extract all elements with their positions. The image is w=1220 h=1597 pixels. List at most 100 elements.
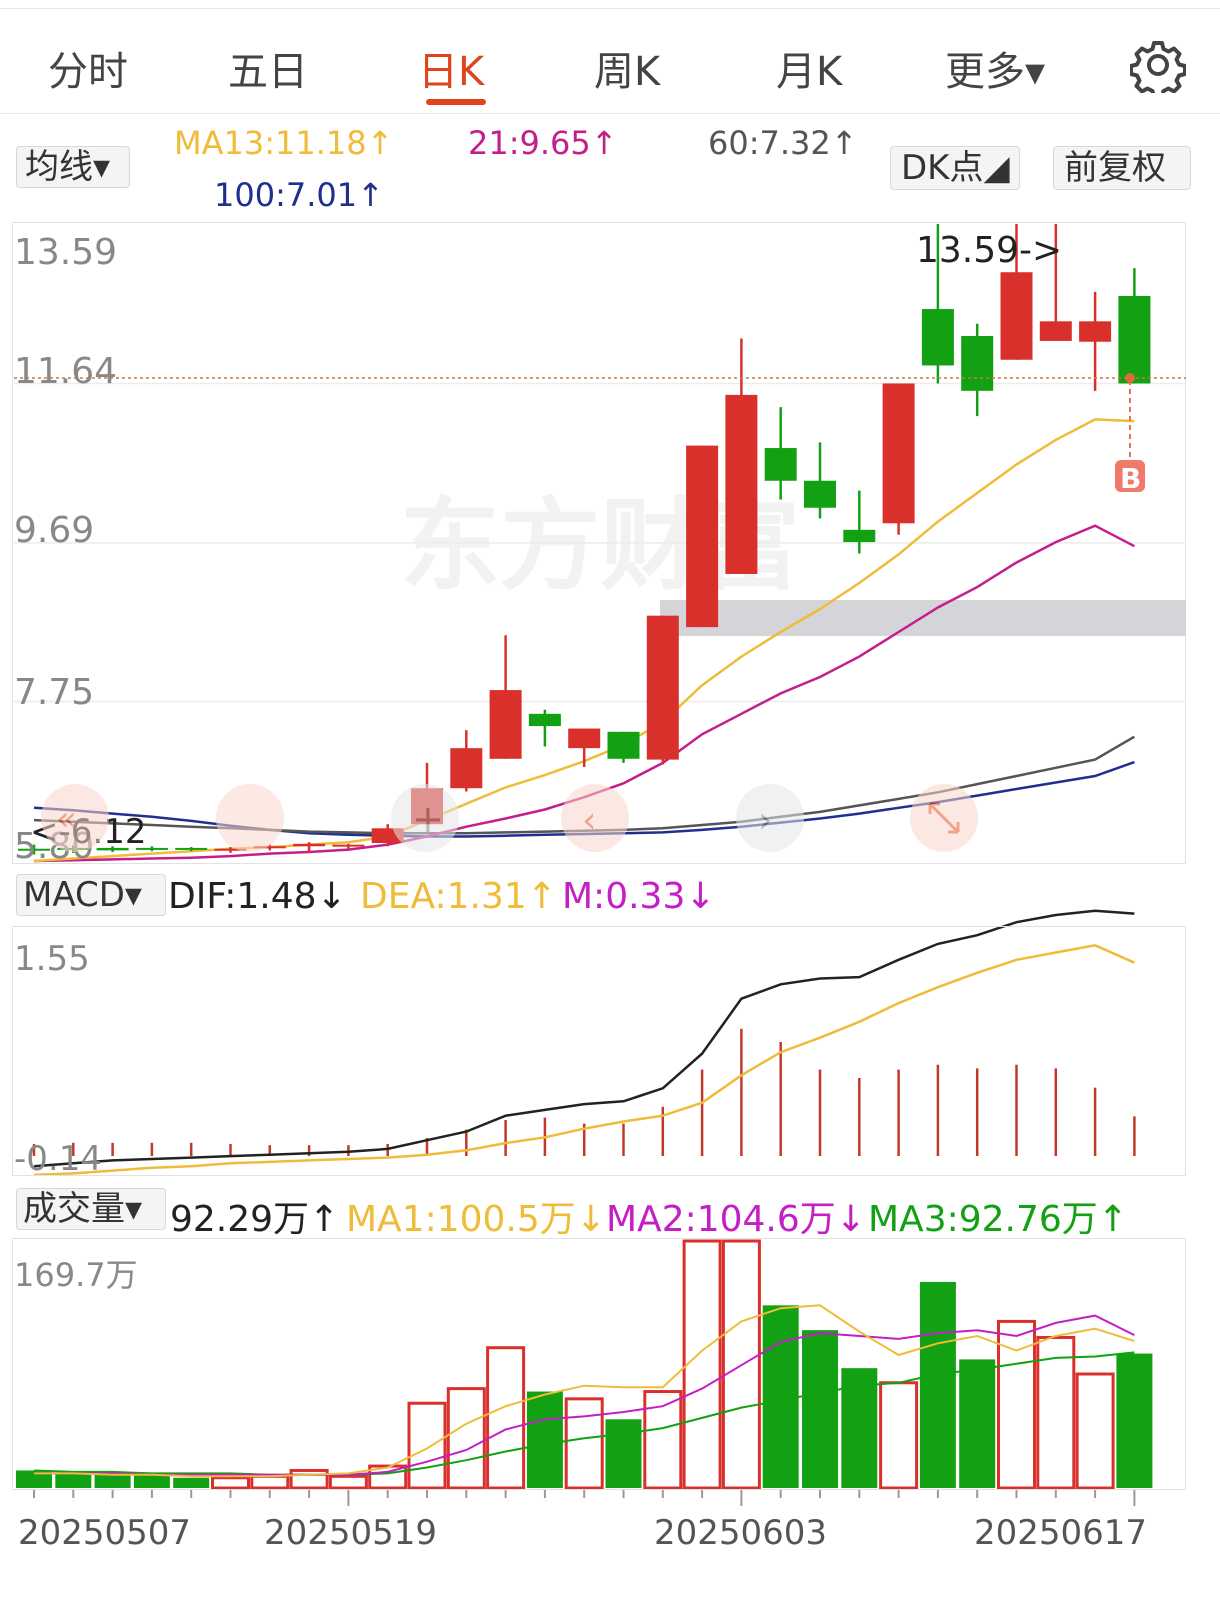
- candle-body: [135, 847, 168, 850]
- date-label-3: 20250603: [654, 1513, 827, 1553]
- volume-label-max: 169.7万: [14, 1256, 138, 1294]
- double-chevron-left-icon: «: [56, 799, 77, 839]
- macd-dea-label: DEA:1.31↑: [360, 876, 557, 917]
- volume-value-label: 92.29万↑: [170, 1199, 340, 1240]
- tab-weekly-k[interactable]: 周K: [594, 49, 661, 95]
- volume-ma3-label: MA3:92.76万↑: [868, 1199, 1128, 1240]
- volume-bar: [919, 1281, 956, 1488]
- volume-bar: [605, 1419, 642, 1488]
- ma-selector[interactable]: 均线▾: [16, 146, 130, 188]
- candle-body: [253, 846, 286, 849]
- buy-signal-dot: [1125, 373, 1135, 383]
- candle-body: [175, 847, 208, 850]
- volume-bar: [94, 1474, 131, 1488]
- candle-body: [293, 843, 326, 847]
- scroll-start-button[interactable]: [41, 784, 109, 852]
- volume-bar: [762, 1305, 799, 1488]
- price-label-3: 9.69: [14, 510, 94, 551]
- candle-body: [528, 713, 561, 727]
- candle-body: [96, 847, 129, 851]
- dk-point-button[interactable]: DK点◢: [890, 146, 1020, 190]
- buy-signal-badge[interactable]: [1115, 460, 1145, 492]
- volume-bar: [55, 1473, 92, 1488]
- max-price-marker: 13.59->: [916, 230, 1062, 271]
- candle-body: [450, 748, 483, 789]
- candle-body: [332, 844, 365, 847]
- ma21-label: 21:9.65↑: [468, 124, 618, 162]
- date-label-2: 20250519: [264, 1513, 437, 1553]
- candle-body: [725, 394, 758, 574]
- volume-bar: [328, 1474, 368, 1490]
- macd-label-min: -0.14: [14, 1139, 102, 1179]
- volume-bar: [1036, 1335, 1076, 1490]
- tab-minute[interactable]: 分时: [48, 49, 128, 95]
- buy-signal-label: B: [1120, 462, 1141, 495]
- dea-line: [33, 944, 1135, 1177]
- date-label-1: 20250507: [18, 1513, 191, 1553]
- date-label-4: 20250617: [974, 1513, 1147, 1553]
- candle-body: [804, 480, 836, 508]
- dif-line: [33, 909, 1135, 1168]
- volume-panel-frame: [12, 1238, 1186, 1490]
- volume-bar: [959, 1359, 996, 1488]
- expand-icon: [928, 802, 960, 834]
- price-label-max: 13.59: [14, 232, 117, 273]
- macd-selector[interactable]: MACD▾: [16, 874, 166, 916]
- tab-monthly-k[interactable]: 月K: [776, 49, 843, 95]
- zoom-in-button[interactable]: [391, 784, 459, 852]
- candle-body: [568, 728, 601, 749]
- gear-icon[interactable]: [1130, 37, 1186, 93]
- zoom-out-button[interactable]: [216, 784, 284, 852]
- price-label-4: 7.75: [14, 672, 94, 713]
- volume-ma2-line: [34, 1314, 1135, 1476]
- tab-five-day[interactable]: 五日: [228, 49, 308, 95]
- ma13-label: MA13:11.18↑: [174, 124, 394, 162]
- candle-body: [1118, 295, 1151, 384]
- volume-bar: [1075, 1372, 1115, 1490]
- candle-body: [686, 445, 719, 628]
- tab-more[interactable]: 更多▾: [945, 49, 1046, 95]
- volume-bar: [486, 1346, 526, 1490]
- candle-body: [489, 690, 522, 759]
- chevron-left-icon: ‹: [582, 800, 596, 841]
- adjust-mode-button[interactable]: 前复权: [1053, 146, 1191, 190]
- tab-daily-k[interactable]: 日K: [418, 49, 485, 95]
- candle-body: [214, 848, 247, 851]
- volume-bar: [16, 1470, 52, 1488]
- volume-bar: [133, 1474, 170, 1488]
- volume-bar: [802, 1330, 838, 1488]
- volume-ma2-label: MA2:104.6万↓: [606, 1199, 866, 1240]
- volume-selector[interactable]: 成交量▾: [16, 1188, 166, 1230]
- ma60-label: 60:7.32↑: [708, 124, 858, 162]
- volume-bar: [1116, 1353, 1153, 1488]
- chevron-right-icon: ›: [758, 800, 772, 841]
- macd-dif-label: DIF:1.48↓: [168, 876, 347, 917]
- volume-bar: [407, 1401, 447, 1490]
- volume-ma1-line: [34, 1304, 1135, 1478]
- macd-m-label: M:0.33↓: [562, 876, 716, 917]
- active-tab-indicator: [426, 99, 486, 105]
- price-label-2: 11.64: [14, 351, 117, 392]
- plus-icon: +: [412, 797, 444, 841]
- candle-body: [961, 336, 994, 391]
- scroll-right-button[interactable]: [736, 784, 804, 852]
- candle-body: [646, 615, 679, 760]
- macd-label-max: 1.55: [14, 939, 90, 979]
- period-tabs: 分时 五日 日K 周K 月K 更多▾: [0, 8, 1220, 114]
- scroll-left-button[interactable]: [561, 784, 629, 852]
- candle-body: [18, 848, 50, 851]
- volume-bar: [997, 1319, 1036, 1490]
- volume-ma1-label: MA1:100.5万↓: [346, 1199, 606, 1240]
- candle-body: [1000, 272, 1033, 360]
- volume-bar: [446, 1387, 486, 1490]
- candle-body: [921, 309, 954, 366]
- candle-body: [882, 383, 915, 524]
- volume-bar: [526, 1391, 563, 1488]
- ma100-label: 100:7.01↑: [214, 176, 384, 214]
- candle-body: [1079, 321, 1112, 342]
- volume-bar: [682, 1239, 722, 1490]
- volume-bar: [211, 1476, 250, 1490]
- volume-bar: [564, 1397, 604, 1490]
- macd-panel-frame: [12, 926, 1186, 1176]
